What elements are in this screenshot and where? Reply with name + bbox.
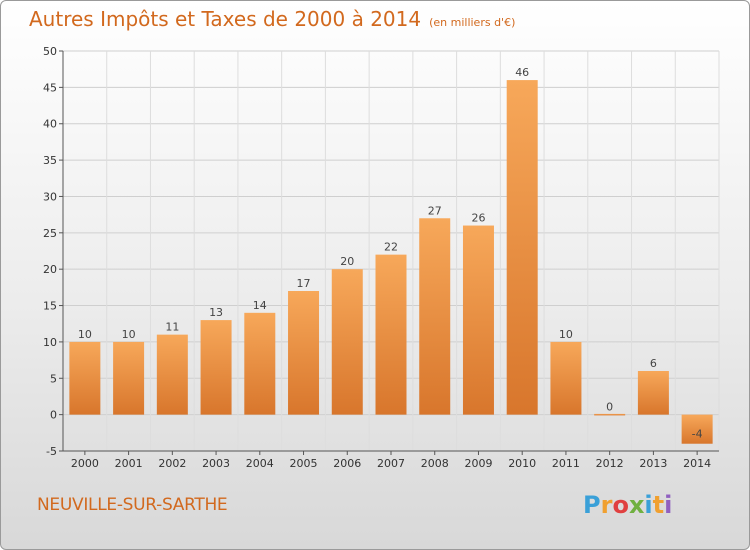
value-label: 11 <box>165 321 179 334</box>
brand-letter: P <box>583 491 601 519</box>
chart-title: Autres Impôts et Taxes de 2000 à 2014 <box>29 7 422 31</box>
value-label: 22 <box>384 241 398 254</box>
value-label: 14 <box>253 299 267 312</box>
bar-2013 <box>637 371 669 415</box>
labels: -5 0 5 10 15 20 25 30 35 40 45 50 2000 10 2001 10 2002 11… <box>43 45 711 470</box>
y-tick-label: 30 <box>43 190 57 203</box>
x-tick-label: 2006 <box>333 457 361 470</box>
brand-letter: i <box>664 491 673 519</box>
x-tick-label: 2001 <box>115 457 143 470</box>
value-label: 10 <box>78 328 92 341</box>
bar-2003 <box>200 320 232 415</box>
x-tick-label: 2000 <box>71 457 99 470</box>
bars <box>69 80 713 444</box>
y-tick-label: 45 <box>43 81 57 94</box>
bar-2006 <box>331 269 363 415</box>
x-tick-label: 2010 <box>508 457 536 470</box>
bar-2012 <box>594 413 626 416</box>
value-label: 6 <box>650 357 657 370</box>
x-tick-label: 2009 <box>464 457 492 470</box>
value-label: 13 <box>209 306 223 319</box>
axes <box>59 50 719 455</box>
bar-2001 <box>113 341 145 415</box>
y-tick-label: 35 <box>43 154 57 167</box>
x-tick-label: 2002 <box>158 457 186 470</box>
brand-letter: i <box>644 491 653 519</box>
value-label: 17 <box>297 277 311 290</box>
value-label: 46 <box>515 66 529 79</box>
x-tick-label: 2005 <box>290 457 318 470</box>
brand-letter: x <box>628 491 645 519</box>
y-tick-label: 15 <box>43 300 57 313</box>
bar-2010 <box>506 80 538 415</box>
commune-name: NEUVILLE-SUR-SARTHE <box>37 495 228 515</box>
bar-2000 <box>69 341 101 415</box>
brand-letter: r <box>600 491 613 519</box>
x-tick-label: 2008 <box>421 457 449 470</box>
chart-subtitle: (en milliers d'€) <box>429 16 516 29</box>
x-tick-label: 2003 <box>202 457 230 470</box>
x-tick-label: 2011 <box>552 457 580 470</box>
bar-2014 <box>681 414 713 444</box>
value-label: -4 <box>692 428 703 441</box>
value-label: 27 <box>428 204 442 217</box>
y-tick-label: 20 <box>43 263 57 276</box>
x-tick-label: 2014 <box>683 457 711 470</box>
y-tick-label: 5 <box>50 372 57 385</box>
y-tick-label: 50 <box>43 45 57 58</box>
value-label: 20 <box>340 255 354 268</box>
bar-2007 <box>375 254 407 415</box>
y-tick-label: -5 <box>46 445 57 458</box>
value-label: 10 <box>559 328 573 341</box>
brand-letter: t <box>652 491 665 519</box>
x-tick-label: 2007 <box>377 457 405 470</box>
title-row: Autres Impôts et Taxes de 2000 à 2014 (en… <box>29 7 515 31</box>
bar-2004 <box>244 312 276 415</box>
bar-2002 <box>156 334 188 415</box>
y-tick-label: 25 <box>43 227 57 240</box>
bar-2011 <box>550 341 582 415</box>
y-tick-label: 10 <box>43 336 57 349</box>
bar-2005 <box>288 291 320 415</box>
bar-2009 <box>462 225 494 415</box>
proxiti-logo[interactable]: Proxiti <box>583 491 672 519</box>
y-tick-label: 0 <box>50 409 57 422</box>
brand-letter: o <box>612 491 629 519</box>
x-tick-label: 2012 <box>596 457 624 470</box>
bar-2008 <box>419 218 451 415</box>
x-tick-label: 2013 <box>639 457 667 470</box>
value-label: 26 <box>471 212 485 225</box>
x-tick-label: 2004 <box>246 457 274 470</box>
value-label: 0 <box>606 401 613 414</box>
value-label: 10 <box>122 328 136 341</box>
y-tick-label: 40 <box>43 118 57 131</box>
